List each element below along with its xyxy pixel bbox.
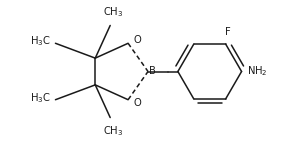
Text: H$_3$C: H$_3$C: [30, 91, 50, 105]
Text: O: O: [133, 98, 141, 108]
Text: F: F: [225, 27, 230, 37]
Text: B: B: [149, 65, 156, 76]
Text: O: O: [133, 35, 141, 45]
Text: CH$_3$: CH$_3$: [103, 124, 123, 138]
Text: NH$_2$: NH$_2$: [247, 65, 267, 78]
Text: CH$_3$: CH$_3$: [103, 5, 123, 19]
Text: H$_3$C: H$_3$C: [30, 34, 50, 48]
